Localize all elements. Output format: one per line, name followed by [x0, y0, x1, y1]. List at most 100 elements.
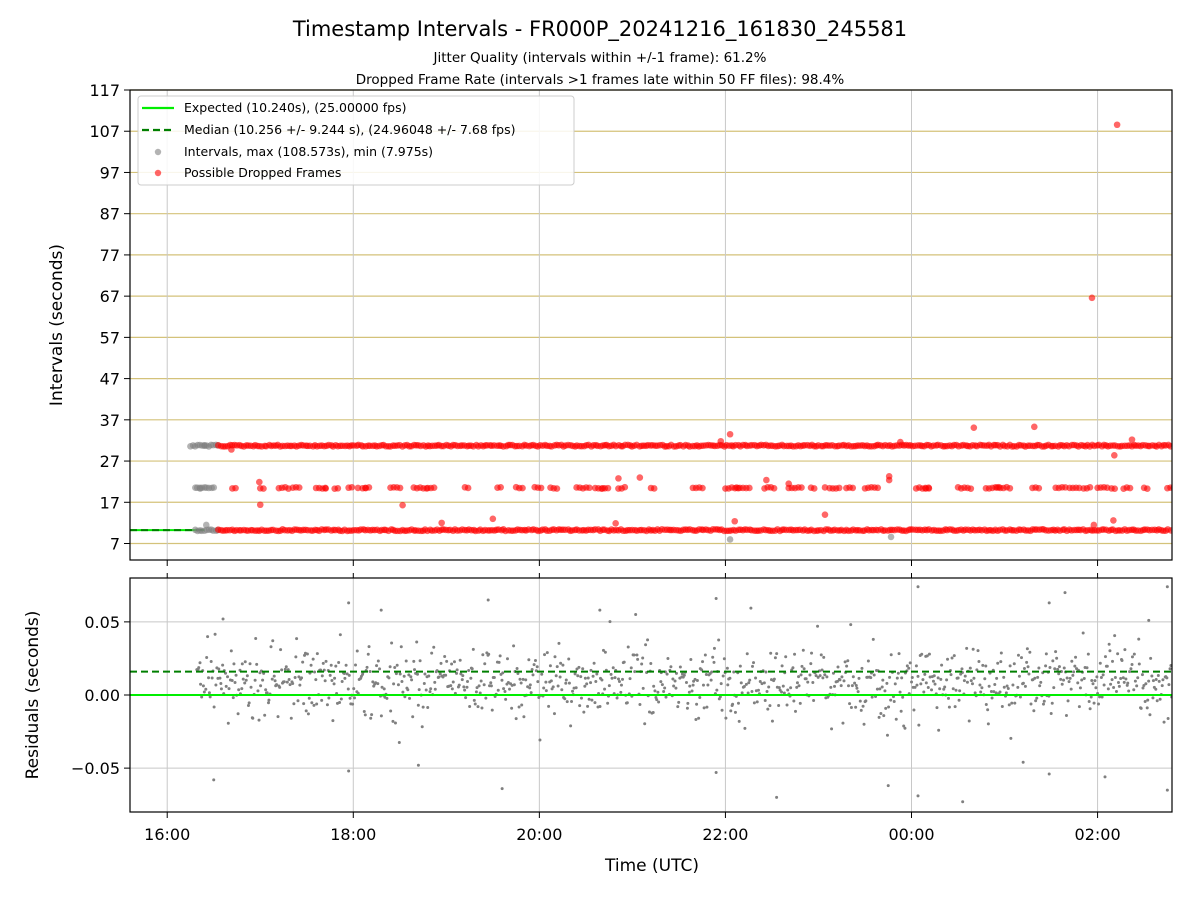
residual-point [445, 659, 449, 663]
residual-point [913, 685, 917, 689]
x-axis-label: Time (UTC) [604, 856, 699, 876]
residual-point [227, 687, 231, 691]
residual-point [314, 678, 318, 682]
residual-point [715, 688, 719, 692]
residual-point [1002, 685, 1006, 689]
residual-point [378, 667, 382, 671]
residual-point [375, 664, 379, 668]
residual-point [530, 667, 534, 671]
residual-point [995, 676, 999, 680]
residual-point [489, 681, 493, 685]
residual-point [851, 675, 855, 679]
residual-point [665, 672, 669, 676]
residual-point [1127, 689, 1131, 693]
residual-point [1157, 679, 1161, 683]
residual-point [254, 636, 258, 640]
residual-point [641, 656, 645, 660]
residual-point [575, 667, 579, 671]
legend-intervals-label: Intervals, max (108.573s), min (7.975s) [184, 144, 433, 159]
residual-point [869, 676, 873, 680]
residual-point [672, 684, 676, 688]
residual-point [1059, 677, 1063, 681]
residual-point [531, 673, 535, 677]
residual-point [306, 712, 310, 716]
residual-point [772, 677, 776, 681]
residual-point [1132, 688, 1136, 692]
residual-point [755, 700, 759, 704]
dropped-frame-point [621, 483, 629, 491]
residual-point [992, 690, 996, 694]
residual-point [1078, 686, 1082, 690]
residual-point [559, 661, 563, 665]
residual-point [439, 661, 443, 665]
residual-point [676, 705, 680, 709]
residual-point [1000, 704, 1004, 708]
residual-point [564, 681, 568, 685]
legend-box [137, 95, 575, 186]
residual-point [999, 660, 1003, 664]
residual-point [768, 704, 772, 708]
residual-point [910, 675, 914, 679]
residual-point [882, 714, 886, 718]
residual-point [253, 678, 257, 682]
residual-point [217, 667, 221, 671]
residual-point [320, 698, 324, 702]
residual-point [352, 696, 356, 700]
residual-point [330, 679, 334, 683]
residual-point [840, 675, 844, 679]
residual-point [977, 659, 981, 663]
residual-point [452, 660, 456, 664]
dropped-frame-point [497, 483, 504, 491]
residual-point [352, 687, 356, 691]
residual-point [210, 676, 214, 680]
dropped-frame-point [885, 476, 893, 484]
residual-point [420, 725, 424, 729]
residual-point [582, 710, 586, 714]
residual-point [998, 690, 1002, 694]
residual-point [231, 696, 235, 700]
residual-point [1145, 706, 1149, 710]
dropped-frame-point [821, 484, 829, 491]
residual-point [503, 689, 507, 693]
intervals-grid [130, 89, 1172, 560]
residual-point [1136, 676, 1140, 680]
residual-point [520, 703, 524, 707]
residual-point [501, 671, 505, 675]
residual-point [444, 673, 448, 677]
residual-point [292, 702, 296, 706]
residual-point [1112, 686, 1116, 690]
residual-point [758, 680, 762, 684]
residual-point [376, 659, 380, 663]
residual-point [721, 674, 725, 678]
residual-outlier-point [961, 800, 965, 804]
dropped-frame-point [537, 484, 545, 492]
residual-point [877, 715, 881, 719]
residual-point [451, 680, 455, 684]
residual-point [910, 680, 914, 684]
intervals-ytick-label: 57 [100, 328, 120, 347]
time-xtick-label: 00:00 [888, 825, 934, 844]
residual-point [512, 683, 516, 687]
residual-point [635, 653, 639, 657]
residual-point [999, 651, 1003, 655]
residual-point [752, 701, 756, 705]
residual-point [722, 657, 726, 661]
residual-point [583, 676, 587, 680]
residual-point [325, 703, 329, 707]
residual-point [926, 686, 930, 690]
residual-point [978, 683, 982, 687]
residual-point [202, 690, 206, 694]
dropped-frame-point [1111, 451, 1118, 459]
residual-point [1074, 655, 1078, 659]
residual-point [342, 672, 346, 676]
residual-point [1144, 682, 1148, 686]
residual-point [1117, 684, 1121, 688]
residual-point [1026, 665, 1030, 669]
dropped-frame-point [1126, 484, 1134, 492]
residual-point [1109, 682, 1113, 686]
residual-point [365, 665, 369, 669]
residual-point [578, 704, 582, 708]
intervals-plot-frame [129, 89, 1173, 561]
residual-point [725, 666, 729, 670]
residual-point [780, 664, 784, 668]
